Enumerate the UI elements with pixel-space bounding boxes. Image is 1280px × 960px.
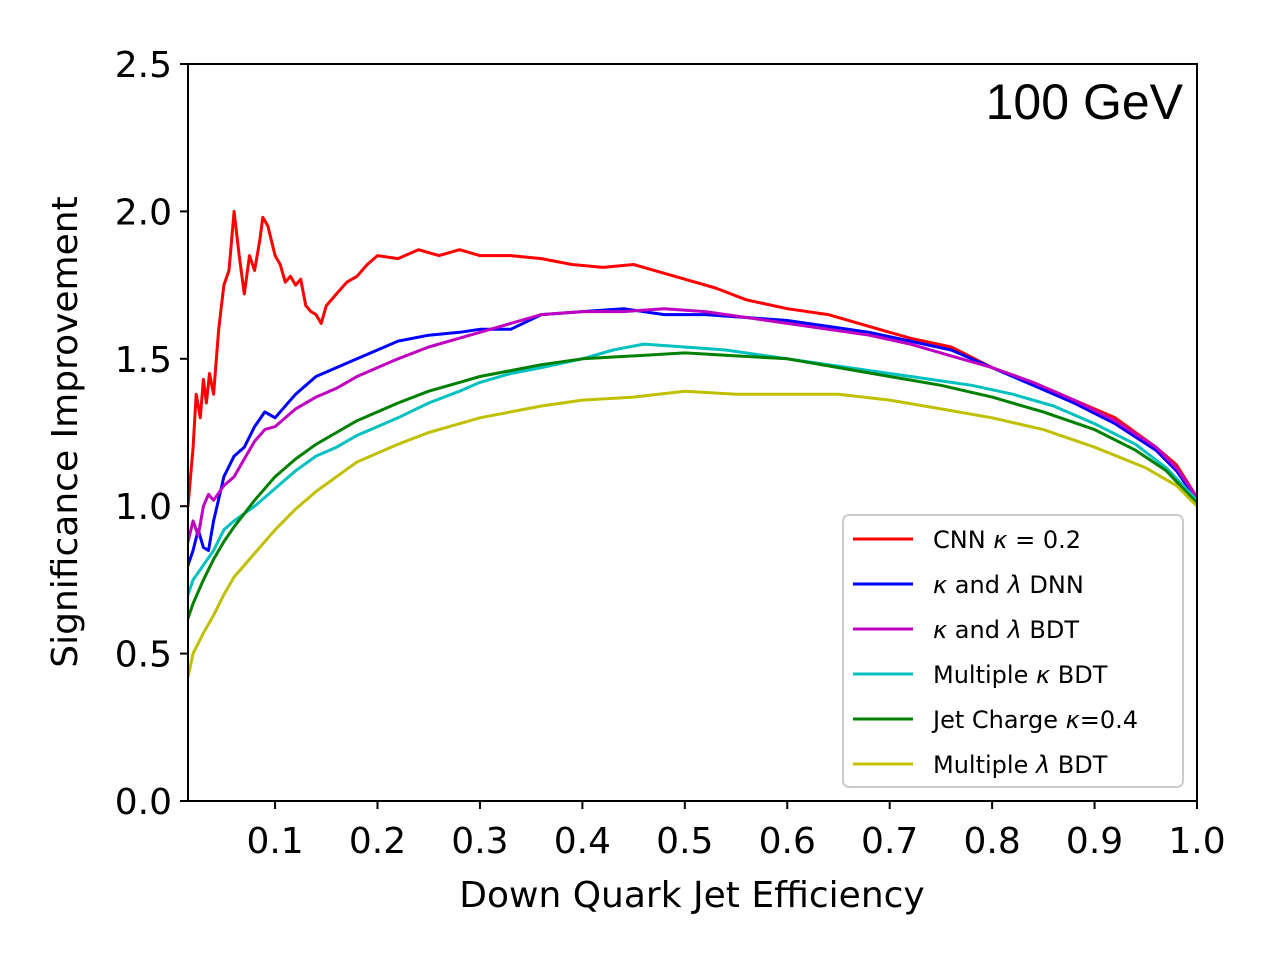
x-tick-label: 0.1 (246, 821, 303, 862)
x-tick-label: 0.3 (451, 821, 508, 862)
plot-frame (187, 63, 1198, 802)
y-tick-label: 2.5 (115, 45, 172, 86)
y-tick-label: 2.0 (115, 192, 172, 233)
series-line-cnn-kappa-0-2 (188, 209, 1197, 508)
series-line-multiple-lambda-bdt (188, 389, 1197, 679)
series-line-jet-charge-kappa-0-4 (188, 351, 1197, 620)
series-line-multiple-kappa-bdt (188, 342, 1197, 597)
legend-label-multiple-kappa-bdt: Multiple κ BDT (933, 661, 1108, 689)
legend: CNN κ = 0.2 κ and λ DNN κ and λ BDT Multipl… (842, 514, 1184, 788)
energy-annotation: 100 GeV (986, 74, 1184, 130)
x-tick-label: 0.4 (554, 821, 611, 862)
x-tick-label: 0.9 (1066, 821, 1123, 862)
y-tick-label: 1.5 (115, 340, 172, 381)
series-layer (188, 209, 1197, 679)
series-line-kappa-and-lambda-bdt (188, 307, 1197, 544)
x-axis: 0.1 0.2 0.3 0.4 0.5 0.6 0.7 0.8 0.9 1.0 (246, 801, 1226, 862)
legend-label-kappa-and-lambda-dnn: κ and λ DNN (933, 571, 1084, 599)
x-tick-label: 0.5 (656, 821, 713, 862)
legend-label-kappa-and-lambda-bdt: κ and λ BDT (933, 616, 1079, 644)
x-axis-label: Down Quark Jet Efficiency (459, 875, 925, 916)
y-tick-label: 0.0 (115, 782, 172, 823)
x-tick-label: 0.6 (759, 821, 816, 862)
x-tick-label: 0.8 (963, 821, 1020, 862)
series-line-kappa-and-lambda-dnn (188, 307, 1197, 567)
y-tick-label: 1.0 (115, 487, 172, 528)
y-tick-label: 0.5 (115, 635, 172, 676)
x-tick-label: 0.7 (861, 821, 918, 862)
legend-label-cnn-kappa-0-2: CNN κ = 0.2 (933, 526, 1081, 554)
y-axis-label: Significance Improvement (45, 196, 86, 667)
legend-label-multiple-lambda-bdt: Multiple λ BDT (933, 751, 1108, 779)
x-tick-label: 1.0 (1168, 821, 1225, 862)
legend-box (842, 514, 1184, 788)
y-axis: 0.0 0.5 1.0 1.5 2.0 2.5 (115, 45, 188, 823)
x-tick-label: 0.2 (349, 821, 406, 862)
legend-label-jet-charge-kappa-0-4: Jet Charge κ=0.4 (931, 706, 1138, 734)
